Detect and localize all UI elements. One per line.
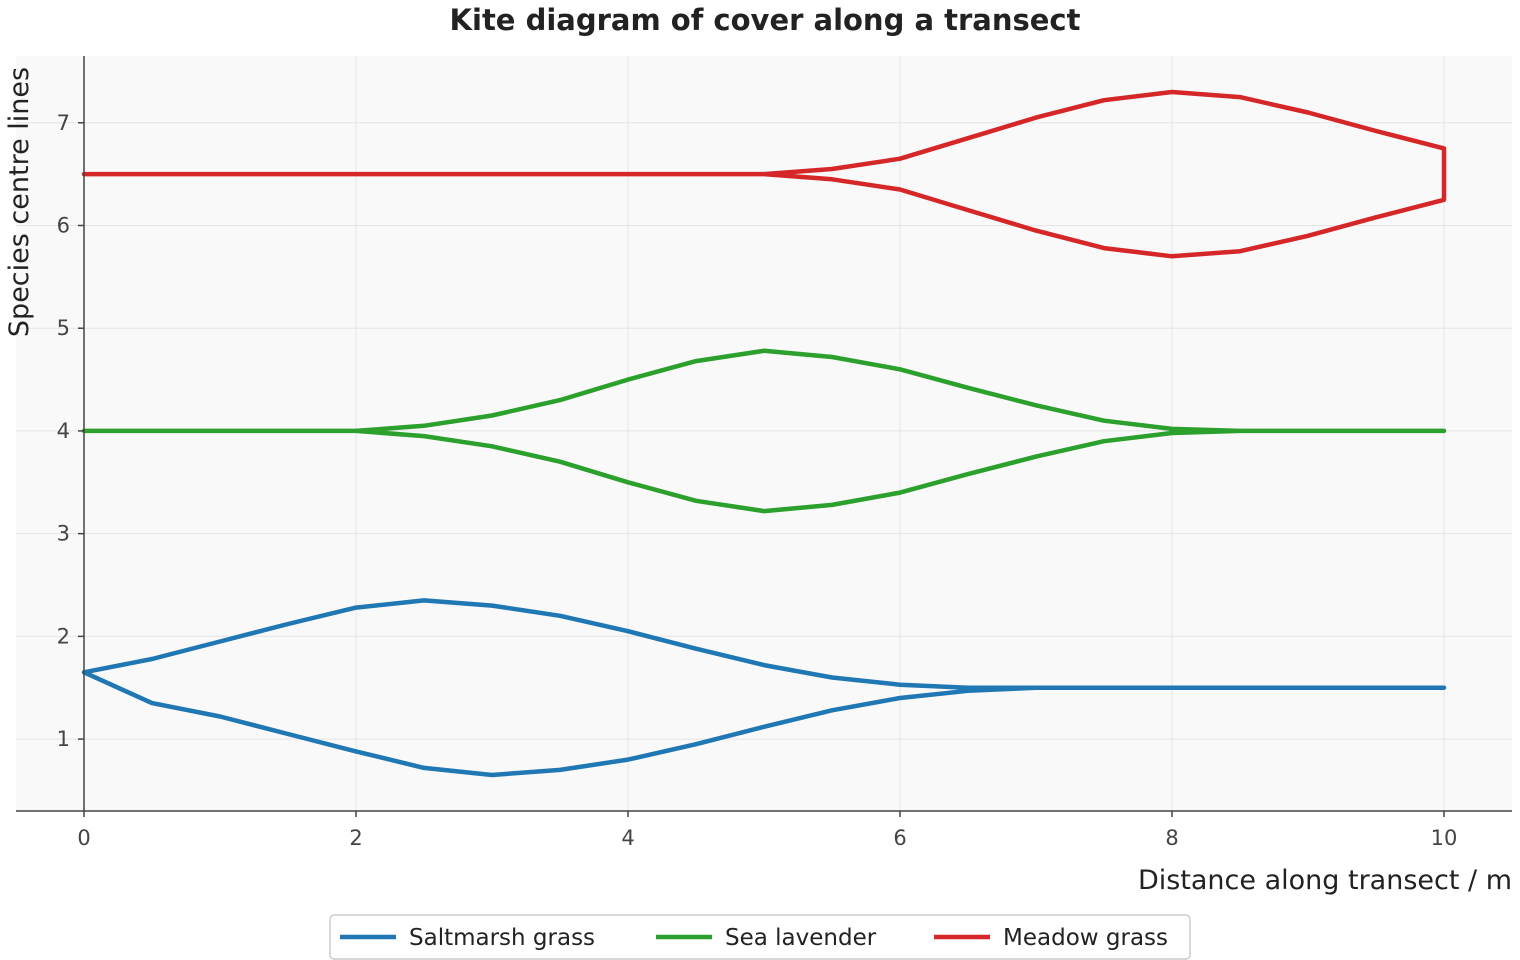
x-tick-label: 4 <box>621 826 634 850</box>
y-axis-ticks: 1 2 3 4 5 6 7 <box>57 111 84 751</box>
plot-area <box>16 56 1512 811</box>
series-kite-meadow-grass <box>81 89 1447 259</box>
y-tick-label: 2 <box>57 624 70 648</box>
chart-title: Kite diagram of cover along a transect <box>450 3 1081 37</box>
y-tick-label: 6 <box>57 213 70 237</box>
series-kite-saltmarsh-grass <box>81 598 1447 778</box>
x-tick-label: 0 <box>77 826 90 850</box>
x-axis-label: Distance along transect / m <box>1138 865 1512 896</box>
x-tick-label: 6 <box>893 826 906 850</box>
y-tick-label: 3 <box>57 522 70 546</box>
series-kite-sea-lavender <box>81 348 1447 514</box>
x-tick-label: 2 <box>349 826 362 850</box>
legend-label: Meadow grass <box>1003 925 1168 951</box>
legend-label: Sea lavender <box>725 925 877 951</box>
x-tick-label: 8 <box>1165 826 1178 850</box>
y-axis-label: Species centre lines <box>4 67 35 337</box>
legend-box <box>329 914 1191 960</box>
y-tick-label: 1 <box>57 727 70 751</box>
y-tick-label: 4 <box>57 419 70 443</box>
legend-label: Saltmarsh grass <box>409 925 595 951</box>
x-tick-label: 10 <box>1431 826 1458 850</box>
legend: Saltmarsh grass Sea lavender Meadow grass <box>329 914 1191 960</box>
series-layer <box>81 89 1447 778</box>
y-tick-label: 5 <box>57 316 70 340</box>
x-axis-ticks: 0 2 4 6 8 10 <box>77 811 1457 850</box>
y-tick-label: 7 <box>57 111 70 135</box>
